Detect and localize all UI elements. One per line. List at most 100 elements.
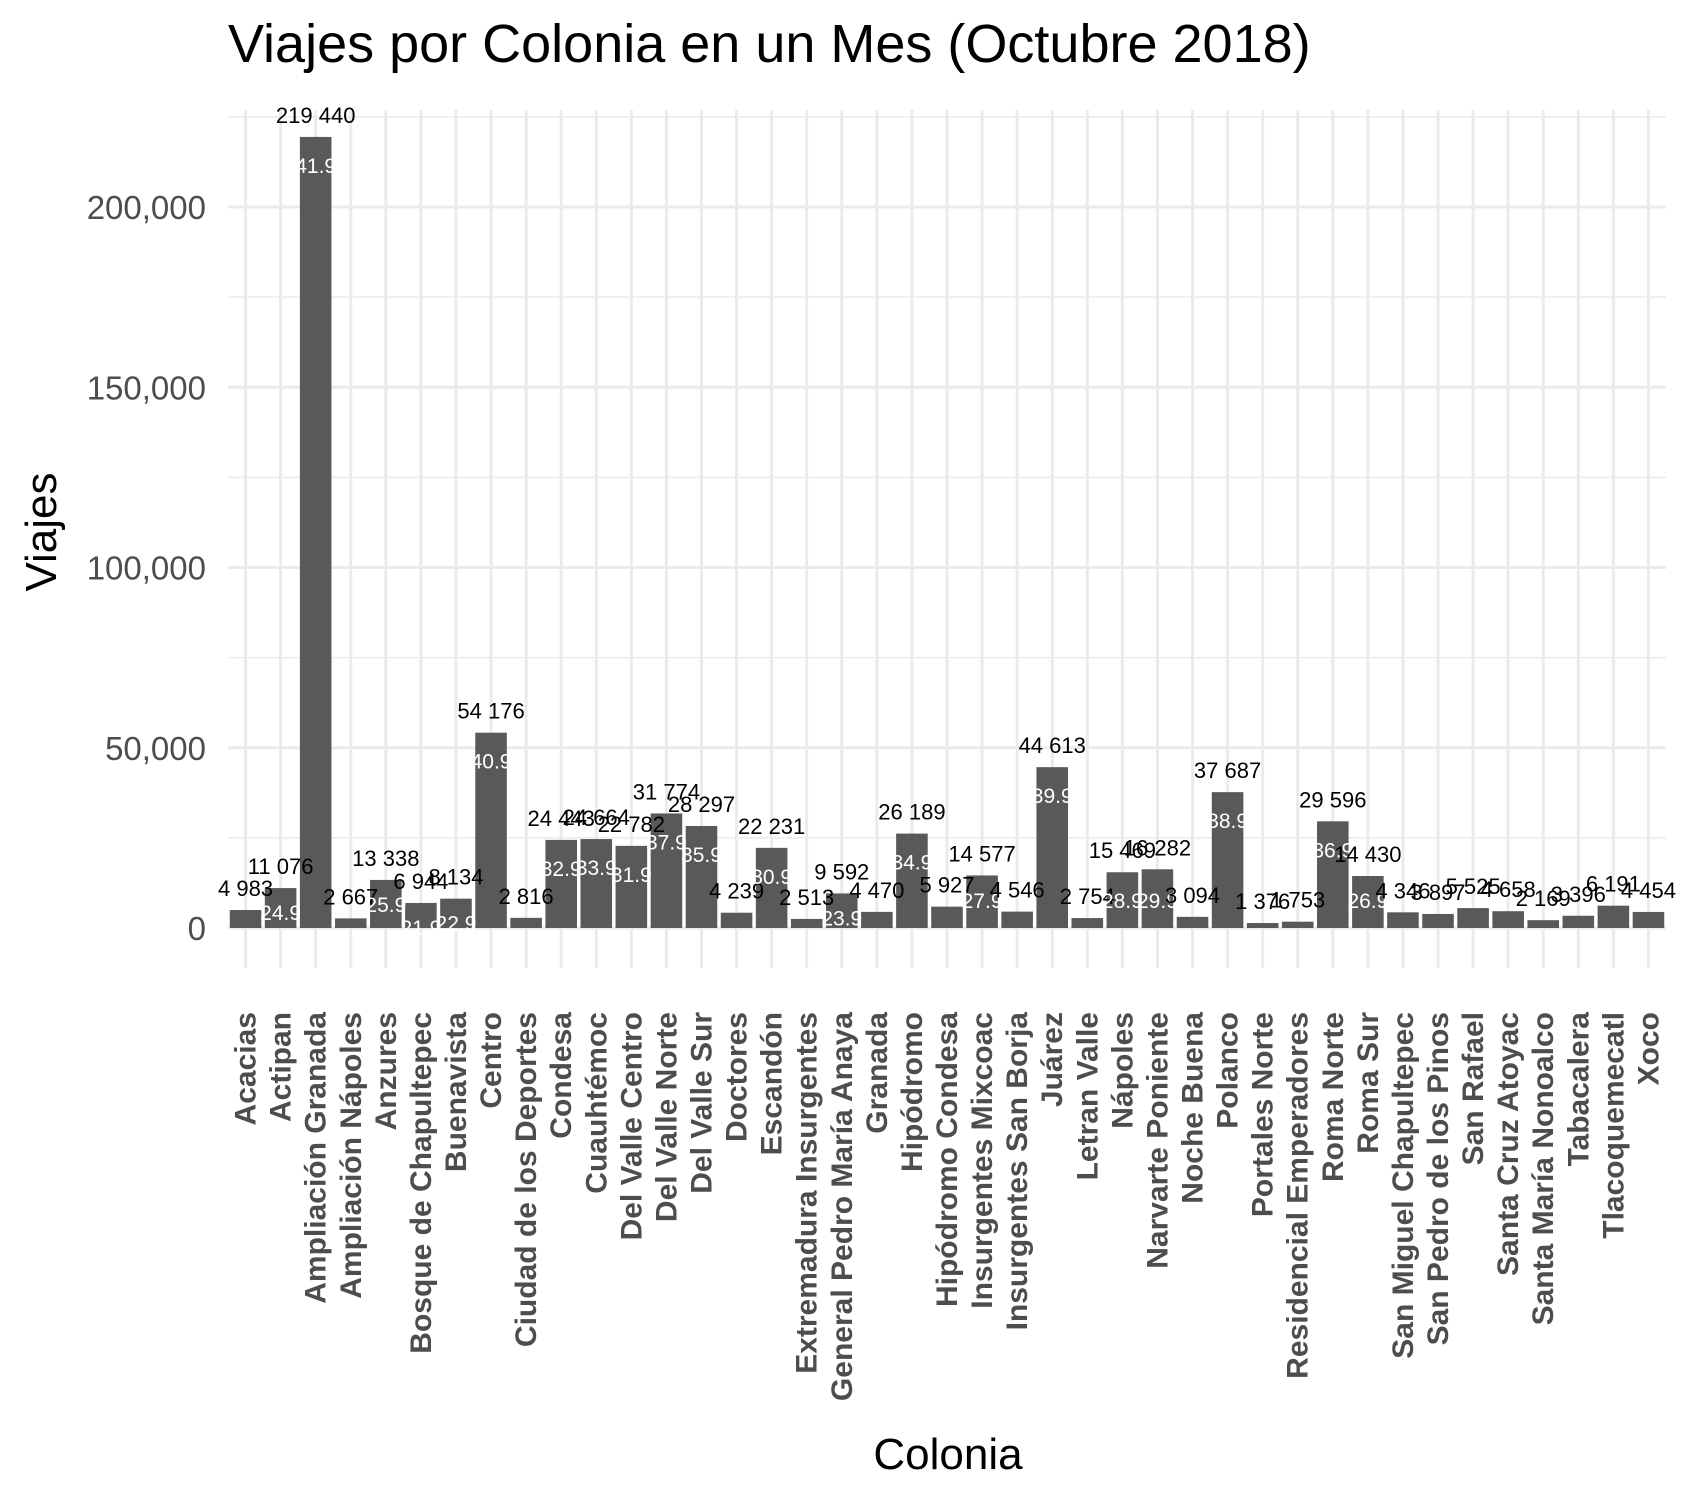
y-tick-label: 200,000 (87, 189, 206, 226)
bar (1176, 916, 1209, 928)
bar (1387, 912, 1419, 928)
bar (931, 906, 963, 928)
bar-value-label: 2 513 (779, 885, 834, 910)
bar (1317, 821, 1349, 928)
bar-value-label: 2 667 (323, 884, 378, 909)
bar-pct-label: 35.9 (681, 844, 722, 867)
bar (1597, 905, 1630, 928)
x-tick-label: Portales Norte (1247, 1012, 1280, 1217)
bar (1141, 869, 1174, 928)
x-tick-label: Roma Norte (1317, 1012, 1350, 1182)
bar-value-label: 5 525 (1446, 874, 1501, 899)
bar (685, 825, 718, 928)
bar-value-label: 3 396 (1551, 882, 1606, 907)
bar-value-label: 13 338 (352, 846, 419, 871)
bar-value-label: 4 546 (990, 878, 1045, 903)
bar-value-label: 1 376 (1235, 889, 1290, 914)
x-tick-label: Doctores (721, 1012, 754, 1142)
bar-value-label: 14 577 (948, 841, 1015, 866)
x-tick-label: Tabacalera (1562, 1012, 1595, 1167)
x-tick-label: General Pedro María Anaya (826, 1012, 859, 1401)
bar-value-label: 3 897 (1410, 880, 1465, 905)
x-tick-label: Hipódromo Condesa (931, 1012, 964, 1307)
bar (1106, 872, 1139, 928)
bar-value-label: 22 782 (598, 812, 665, 837)
bar (405, 902, 437, 928)
x-tick-label: Centro (475, 1012, 508, 1109)
bar-pct-label: 40.9 (471, 751, 512, 774)
bar-value-label: 4 658 (1481, 877, 1536, 902)
bar-pct-label: 36.9 (1312, 839, 1353, 862)
bar-value-label: 2 816 (499, 884, 554, 909)
bar-pct-label: 26.9 (1347, 890, 1388, 913)
y-tick-label: 100,000 (87, 550, 206, 587)
bar-pct-label: 22.9 (436, 913, 477, 936)
x-tick-label: Santa María Nonoalco (1527, 1012, 1560, 1325)
bar (440, 898, 472, 928)
bar-value-label: 24 443 (528, 806, 595, 831)
bar (896, 833, 928, 928)
bar-pct-label: 32.9 (541, 858, 582, 881)
bar (1492, 911, 1524, 928)
bar-pct-label: 41.9 (295, 155, 336, 178)
bar (1281, 921, 1314, 928)
x-tick-label: Granada (861, 1012, 894, 1134)
x-tick-label: Acacias (230, 1012, 263, 1125)
x-tick-label: Ciudad de los Deportes (510, 1012, 543, 1347)
bar (861, 911, 893, 928)
x-tick-label: Ampliación Granada (300, 1012, 333, 1304)
x-tick-label: Del Valle Norte (650, 1012, 683, 1222)
bar (720, 912, 753, 928)
x-tick-label: Santa Cruz Atoyac (1492, 1012, 1525, 1276)
bar-value-label: 54 176 (457, 699, 524, 724)
bar (370, 879, 402, 928)
bar (790, 918, 823, 928)
bar (1562, 915, 1595, 928)
bar-pct-label: 24.9 (260, 902, 301, 925)
x-tick-label: Ampliación Nápoles (335, 1012, 368, 1299)
bar-value-label: 44 613 (1019, 733, 1086, 758)
bar (1352, 875, 1384, 928)
y-tick-label: 150,000 (87, 369, 206, 406)
bar (966, 875, 998, 928)
x-tick-label: Xoco (1632, 1012, 1665, 1085)
bar-pct-label: 27.9 (962, 890, 1003, 913)
y-tick-label: 50,000 (105, 730, 206, 767)
bar-pct-label: 39.9 (1032, 785, 1073, 808)
bar-value-label: 2 169 (1516, 886, 1571, 911)
bar-pct-label: 28.9 (1102, 890, 1143, 913)
bar (1246, 923, 1279, 928)
x-tick-label: Hipódromo (896, 1012, 929, 1172)
bar-value-label: 22 231 (738, 814, 805, 839)
bar-value-label: 31 774 (633, 779, 700, 804)
bar (299, 136, 332, 928)
bar-pct-label: 21.9 (400, 917, 441, 940)
bar-value-label: 11 076 (248, 854, 314, 879)
chart-title: Viajes por Colonia en un Mes (Octubre 20… (228, 14, 1311, 74)
x-tick-label: San Pedro de los Pinos (1422, 1012, 1455, 1345)
bar-value-label: 28 297 (668, 792, 735, 817)
bar-pct-label: 30.9 (751, 866, 792, 889)
bar (650, 813, 683, 928)
x-tick-label: Juárez (1036, 1012, 1069, 1107)
y-tick-label: 0 (188, 910, 206, 947)
grid-lines (228, 110, 1666, 968)
bar-value-label: 4 346 (1375, 878, 1430, 903)
bar (229, 910, 262, 928)
x-tick-label: Noche Buena (1177, 1012, 1210, 1204)
x-tick-label: Residencial Emperadores (1282, 1012, 1315, 1379)
x-tick-label: Letran Valle (1071, 1012, 1104, 1180)
x-tick-label: Insurgentes San Borja (1001, 1012, 1034, 1331)
bar (1211, 792, 1244, 928)
bar-pct-label: 31.9 (611, 864, 652, 887)
bar-value-label: 4 239 (709, 879, 764, 904)
x-axis-ticks: Acacias Actipan Ampliación Granada Ampliaci… (230, 1012, 1666, 1401)
x-tick-label: Polanco (1212, 1012, 1245, 1129)
bar-value-label: 26 189 (878, 800, 945, 825)
bar (580, 839, 613, 928)
bar (334, 918, 367, 928)
x-tick-label: San Rafael (1457, 1012, 1490, 1165)
bar-value-label: 15 469 (1089, 838, 1156, 863)
x-tick-label: Roma Sur (1352, 1012, 1385, 1154)
